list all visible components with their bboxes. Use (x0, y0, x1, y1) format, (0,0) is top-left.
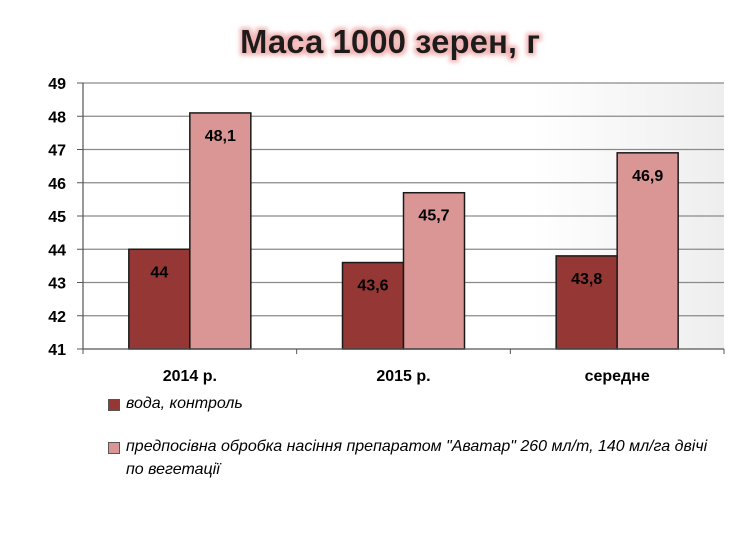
legend: вода, контроль предпосівна обробка насін… (108, 392, 728, 481)
data-label: 43,6 (357, 278, 388, 295)
bar (189, 112, 252, 350)
legend-label-avatar: предпосівна обробка насіння препаратом "… (126, 438, 708, 478)
y-tick-label: 41 (48, 342, 66, 359)
bar (128, 248, 191, 350)
y-tick-label: 43 (48, 276, 66, 293)
y-tick-label: 44 (48, 242, 66, 259)
legend-swatch-avatar (108, 442, 120, 454)
y-tick-label: 46 (48, 176, 66, 193)
bar (555, 255, 618, 350)
legend-swatch-control (108, 399, 120, 411)
y-tick-label: 45 (48, 209, 66, 226)
bar (341, 261, 405, 350)
x-category-label: 2015 р. (376, 368, 430, 385)
data-label: 46,9 (632, 168, 663, 185)
data-label: 45,7 (418, 208, 449, 225)
data-label: 44 (150, 264, 168, 281)
y-tick-label: 42 (48, 309, 66, 326)
data-label: 43,8 (571, 271, 602, 288)
x-category-label: середне (585, 368, 650, 385)
y-tick-label: 49 (48, 76, 66, 93)
x-category-label: 2014 р. (163, 368, 217, 385)
legend-label-control: вода, контроль (126, 395, 243, 412)
y-tick-label: 48 (48, 109, 66, 126)
chart-title: Маса 1000 зерен, г (240, 23, 540, 60)
bar (616, 152, 679, 350)
legend-item-control: вода, контроль (108, 392, 728, 415)
data-label: 48,1 (205, 128, 236, 145)
legend-item-avatar: предпосівна обробка насіння препаратом "… (108, 435, 728, 481)
y-tick-label: 47 (48, 143, 66, 160)
